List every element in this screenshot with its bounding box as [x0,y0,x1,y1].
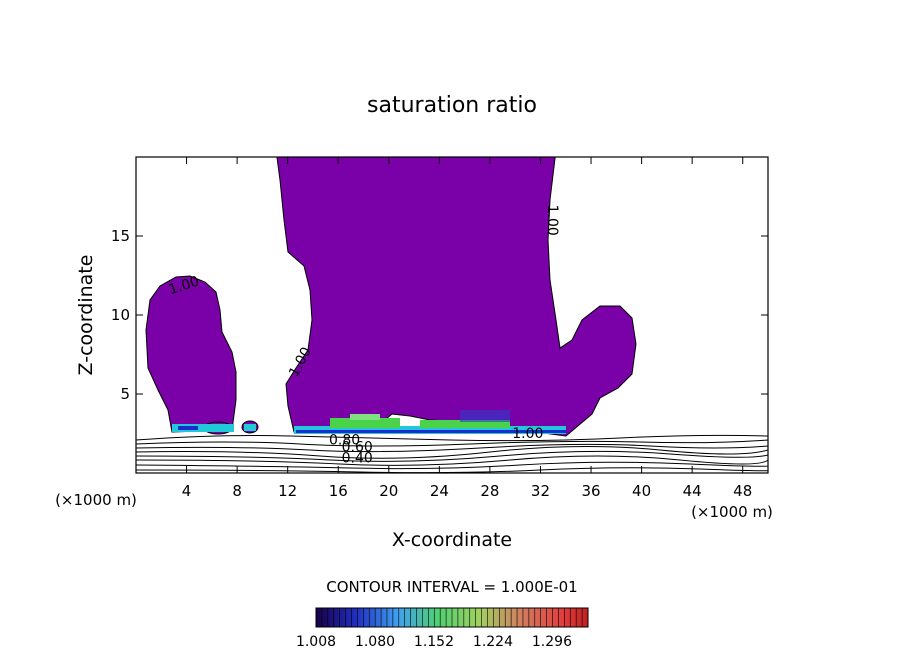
x-tick-label-0: 4 [182,482,192,500]
y-ticks: 5 10 15 [111,227,768,403]
colorbar-tick-1: 1.080 [355,634,395,650]
x-tick-label-3: 16 [329,482,348,500]
x-tick-label-8: 36 [581,482,600,500]
contour-label-3: 1.00 [512,426,543,442]
x-axis-label: X-coordinate [392,529,512,551]
y-axis-label: Z-coordinate [75,255,97,376]
x-tick-label-4: 20 [379,482,398,500]
x-unit-label-right: (×1000 m) [691,503,773,521]
colorbar: 1.008 1.080 1.152 1.224 1.296 [296,607,589,650]
contour-label-2: 1.00 [544,205,560,236]
y-tick-label-0: 5 [120,385,130,403]
cloud-base-bands [172,410,566,434]
x-tick-label-5: 24 [430,482,449,500]
x-unit-label-left: (×1000 m) [55,491,137,509]
contour-interval-text: CONTOUR INTERVAL = 1.000E-01 [326,578,577,596]
x-tick-label-7: 32 [531,482,550,500]
contour-label-5: 0.60 [342,440,373,456]
x-tick-label-6: 28 [480,482,499,500]
colorbar-tick-2: 1.152 [414,634,454,650]
colorbar-tick-4: 1.296 [532,634,572,650]
contour-label-6: 0.40 [342,451,373,467]
y-tick-label-2: 15 [111,227,130,245]
colorbar-stripes [315,608,589,627]
y-tick-label-1: 10 [111,306,130,324]
x-tick-label-2: 12 [278,482,297,500]
x-tick-label-10: 44 [683,482,702,500]
contour-label-4: 0.80 [329,433,360,449]
cloud-main [276,157,637,437]
colorbar-tick-0: 1.008 [296,634,336,650]
chart-title: saturation ratio [367,93,537,118]
cloud-left [145,275,237,433]
colorbar-tick-3: 1.224 [473,634,513,650]
colorbar-tick-labels: 1.008 1.080 1.152 1.224 1.296 [296,634,572,650]
x-tick-label-11: 48 [733,482,752,500]
x-ticks: 4 8 12 16 20 24 28 32 36 40 44 48 [182,157,752,500]
x-tick-label-9: 40 [632,482,651,500]
contour-lines-lower [136,434,768,473]
x-tick-label-1: 8 [232,482,242,500]
